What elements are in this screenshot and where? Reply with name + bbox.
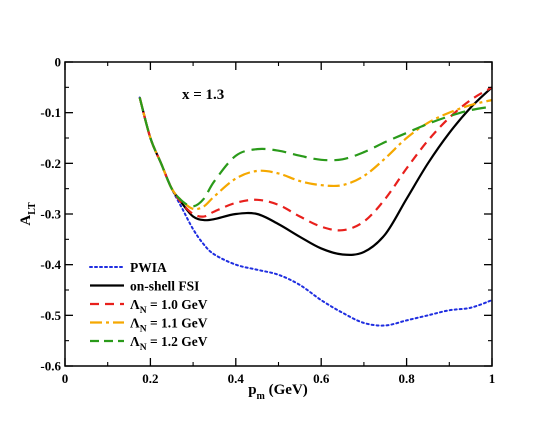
y-tick-label: -0.3 bbox=[40, 207, 61, 222]
y-axis-title: ALT bbox=[18, 202, 38, 226]
series-line-lambda12 bbox=[138, 97, 493, 208]
plot-curves bbox=[138, 86, 493, 327]
axis-ticks bbox=[64, 61, 493, 367]
series-line-lambda11 bbox=[138, 97, 493, 211]
y-tick-label: -0.4 bbox=[40, 257, 61, 272]
x-tick-label: 1 bbox=[489, 371, 496, 386]
series-line-lambda10 bbox=[138, 86, 493, 232]
x-axis-title: pm (GeV) bbox=[248, 382, 308, 402]
y-tick-label: 0 bbox=[55, 55, 62, 70]
y-tick-label: -0.6 bbox=[40, 359, 61, 374]
x-tick-label: 0 bbox=[62, 371, 69, 386]
series-line-pwia bbox=[138, 96, 493, 327]
legend-label-lambda12: ΛN = 1.2 GeV bbox=[130, 334, 208, 353]
annotation-x-value: x = 1.3 bbox=[182, 87, 224, 103]
y-tick-label: -0.5 bbox=[40, 308, 61, 323]
x-tick-label: 0.4 bbox=[228, 371, 245, 386]
legend-label-pwia: PWIA bbox=[130, 260, 167, 275]
y-tick-label: -0.1 bbox=[40, 105, 61, 120]
x-tick-label: 0.6 bbox=[313, 371, 330, 386]
legend-label-lambda11: ΛN = 1.1 GeV bbox=[130, 316, 208, 335]
legend-label-onshell: on-shell FSI bbox=[130, 279, 199, 294]
y-tick-label: -0.2 bbox=[40, 156, 61, 171]
x-tick-label: 0.8 bbox=[398, 371, 415, 386]
x-tick-label: 0.2 bbox=[142, 371, 158, 386]
y-tick-labels: 0 -0.1 -0.2 -0.3 -0.4 -0.5 -0.6 bbox=[40, 55, 61, 374]
x-tick-labels: 0 0.2 0.4 0.6 0.8 1 bbox=[62, 371, 496, 386]
series-line-onshell bbox=[138, 86, 493, 256]
legend-label-lambda10: ΛN = 1.0 GeV bbox=[130, 297, 208, 316]
